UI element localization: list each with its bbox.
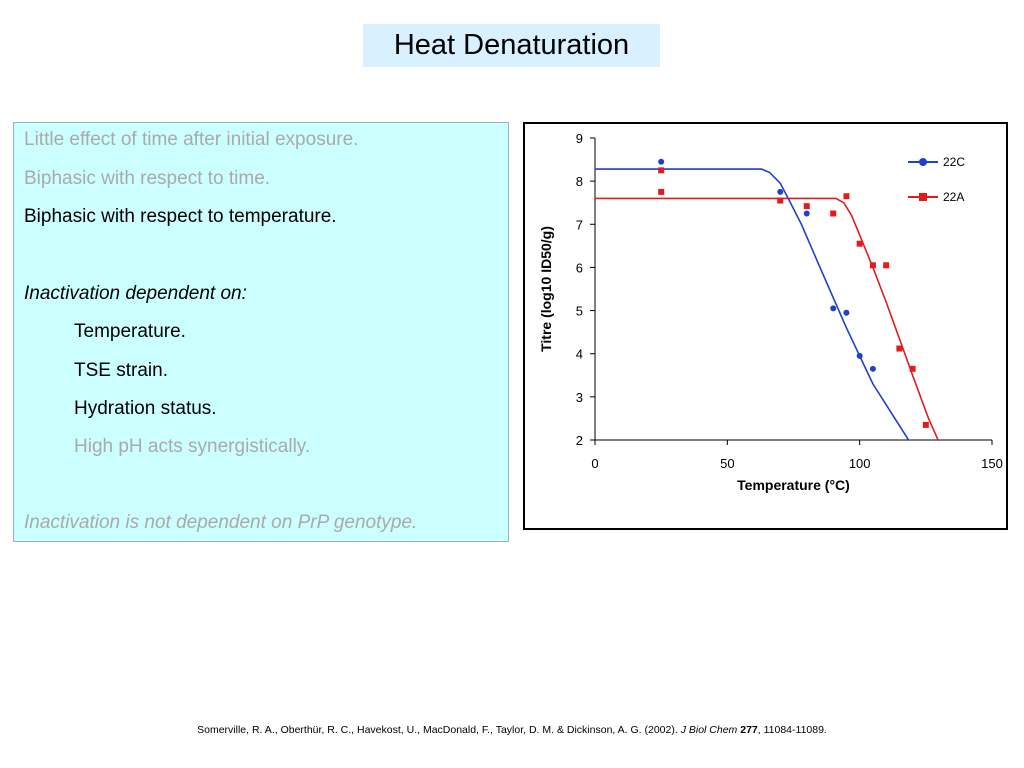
data-point-22a xyxy=(869,262,876,269)
data-point-22a xyxy=(909,365,916,372)
data-point-22a xyxy=(658,167,665,174)
citation-journal: J Biol Chem xyxy=(680,724,738,736)
temperature-titre-chart: 22C 22A 2 3 4 5 6 7 8 9 0 50 100 150 Temperature (°C)… xyxy=(538,131,1003,493)
x-tick-label: 100 xyxy=(849,456,871,471)
data-point-22a xyxy=(856,240,863,247)
bullet-line: Inactivation dependent on: xyxy=(24,283,247,304)
y-axis-label: Titre (log10 ID50/g) xyxy=(538,226,554,352)
bullet-line: Little effect of time after initial expo… xyxy=(24,129,359,150)
fit-line-22c xyxy=(595,168,910,440)
y-tick-label: 8 xyxy=(576,174,583,189)
x-tick-label: 50 xyxy=(720,456,734,471)
x-tick-label: 150 xyxy=(981,456,1003,471)
chart-frame: 22C 22A 2 3 4 5 6 7 8 9 0 50 100 150 Temperature (°C)… xyxy=(523,122,1008,530)
y-tick-label: 9 xyxy=(576,131,583,146)
data-point-22a xyxy=(777,197,784,204)
data-point-22c xyxy=(843,309,850,316)
bullet-line: Hydration status. xyxy=(74,398,217,419)
slide-title-text: Heat Denaturation xyxy=(393,29,630,61)
y-tick-label: 2 xyxy=(576,433,583,448)
citation-authors: Somerville, R. A., Oberthür, R. C., Have… xyxy=(197,724,678,736)
data-point-22a xyxy=(843,193,850,200)
bullet-panel: Little effect of time after initial expo… xyxy=(13,122,509,542)
data-point-22a xyxy=(803,203,810,210)
data-point-22a xyxy=(883,262,890,269)
data-point-22c xyxy=(777,188,784,195)
bullet-line: TSE strain. xyxy=(74,360,168,381)
x-axis-label: Temperature (°C) xyxy=(737,477,850,493)
bullet-line: Temperature. xyxy=(74,321,186,342)
data-point-22c xyxy=(856,352,863,359)
data-point-22c xyxy=(658,158,665,165)
bullet-line: Inactivation is not dependent on PrP gen… xyxy=(24,512,418,533)
data-point-22a xyxy=(830,210,837,217)
data-point-22a xyxy=(658,188,665,195)
y-tick-label: 5 xyxy=(576,304,583,319)
data-point-22c xyxy=(869,365,876,372)
legend-marker-22a xyxy=(919,193,927,201)
legend-marker-22c xyxy=(919,158,927,166)
citation: Somerville, R. A., Oberthür, R. C., Have… xyxy=(0,724,1024,736)
slide-title: Heat Denaturation xyxy=(363,24,660,67)
data-point-22c xyxy=(803,210,810,217)
x-tick-label: 0 xyxy=(591,456,598,471)
data-point-22a xyxy=(922,421,929,428)
data-point-22c xyxy=(830,305,837,312)
bullet-line: Biphasic with respect to time. xyxy=(24,168,271,189)
bullet-line: High pH acts synergistically. xyxy=(74,436,311,457)
legend-label-22c: 22C xyxy=(943,155,965,169)
citation-pages: , 11084-11089. xyxy=(757,724,827,736)
legend-label-22a: 22A xyxy=(943,190,964,204)
y-tick-label: 3 xyxy=(576,390,583,405)
citation-volume: 277 xyxy=(740,724,758,736)
y-tick-label: 4 xyxy=(576,347,583,362)
y-tick-label: 6 xyxy=(576,260,583,275)
bullet-line: Biphasic with respect to temperature. xyxy=(24,206,337,227)
y-tick-label: 7 xyxy=(576,217,583,232)
data-point-22a xyxy=(896,345,903,352)
